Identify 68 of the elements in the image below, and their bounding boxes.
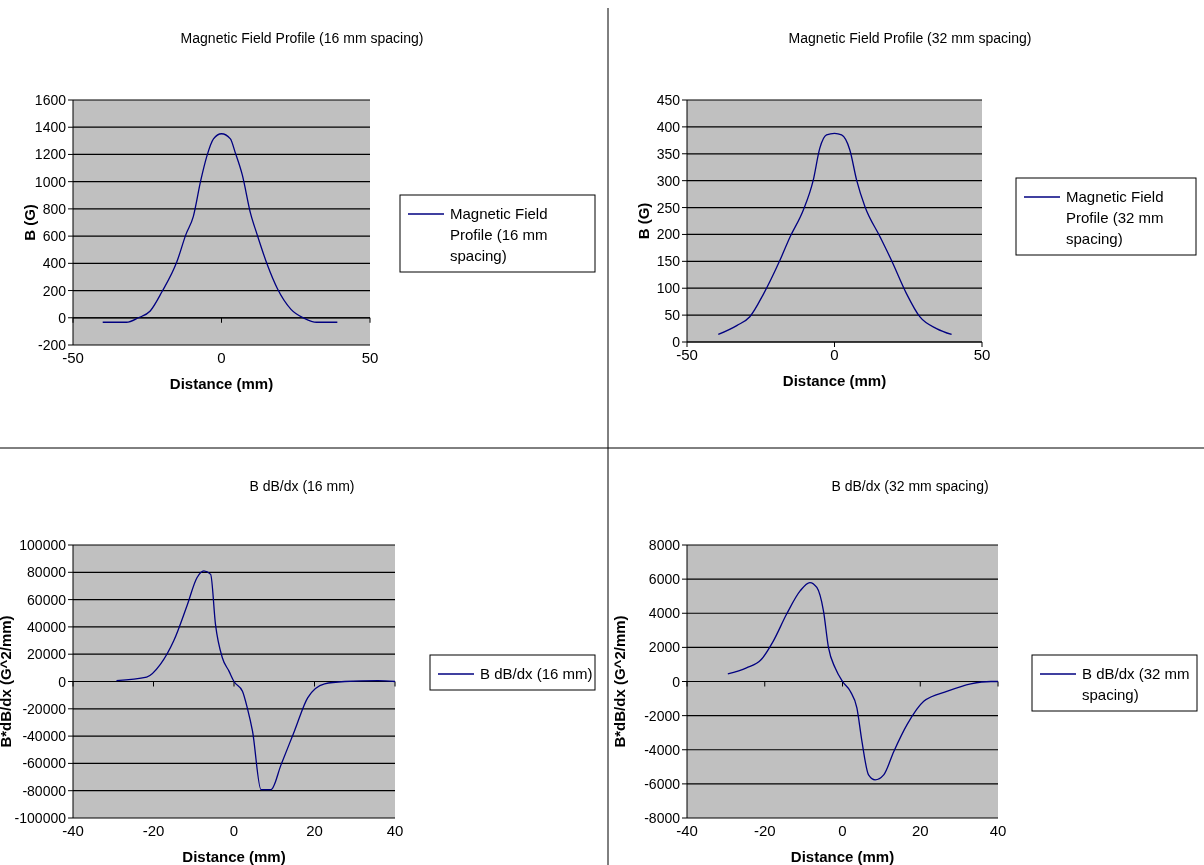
y-tick-label: 250	[656, 199, 681, 216]
x-tick-label: 50	[973, 346, 991, 363]
x-tick-label: -20	[753, 822, 776, 839]
y-tick-label: 350	[656, 145, 681, 162]
x-tick-label: 0	[229, 822, 239, 839]
y-tick-label: 6000	[648, 571, 681, 588]
y-tick-label: 8000	[648, 537, 681, 553]
y-tick-label: 4000	[648, 605, 681, 622]
y-tick-label: 100	[656, 280, 681, 297]
y-tick-label: 1400	[34, 119, 67, 136]
y-tick-label: 400	[656, 118, 681, 135]
legend-label: Magnetic Field Profile (32 mm spacing)	[1066, 188, 1164, 247]
y-tick-label: 2000	[648, 639, 681, 656]
x-tick-label: 0	[217, 349, 226, 366]
x-tick-label: -20	[142, 822, 165, 839]
y-tick-label: 0	[58, 673, 67, 690]
y-tick-label: 20000	[27, 646, 67, 663]
y-tick-label: -60000	[22, 755, 67, 772]
x-tick-label: 0	[838, 822, 847, 839]
y-tick-label: 0	[58, 309, 67, 326]
y-tick-label: -2000	[644, 707, 681, 724]
y-tick-label: 450	[656, 92, 681, 108]
x-axis-title: Distance (mm)	[182, 848, 286, 865]
line-series	[727, 581, 999, 781]
y-tick-label: -80000	[22, 782, 67, 799]
y-tick-label: 200	[42, 282, 67, 299]
y-tick-label: 150	[656, 253, 681, 270]
y-tick-label: 300	[656, 172, 681, 189]
x-tick-label: 50	[361, 349, 379, 366]
y-tick-label: 800	[42, 200, 67, 217]
y-tick-label: 100000	[19, 537, 67, 553]
x-tick-label: 40	[989, 822, 1007, 839]
x-tick-label: 40	[386, 822, 404, 839]
y-tick-label: 60000	[27, 591, 67, 608]
y-tick-label: 0	[672, 673, 681, 690]
legend-label: B dB/dx (16 mm)	[480, 665, 593, 682]
chart-title: B dB/dx (32 mm spacing)	[831, 478, 989, 494]
y-tick-label: 1600	[34, 92, 67, 108]
legend-label: B dB/dx (32 mm spacing)	[1082, 665, 1190, 703]
y-tick-label: 40000	[27, 618, 67, 635]
y-tick-label: 1200	[34, 146, 67, 163]
chart-title: B dB/dx (16 mm)	[249, 478, 355, 494]
y-axis-title: B*dB/dx (G^2/mm)	[611, 615, 628, 748]
x-tick-label: 20	[306, 822, 323, 839]
chart-title: Magnetic Field Profile (16 mm spacing)	[180, 30, 424, 46]
y-tick-label: 200	[656, 226, 681, 243]
y-axis-title: B (G)	[21, 204, 38, 241]
chart-title: Magnetic Field Profile (32 mm spacing)	[788, 30, 1032, 46]
line-series	[115, 570, 396, 791]
y-tick-label: -40000	[22, 728, 67, 745]
y-tick-label: -4000	[644, 741, 681, 758]
x-axis-title: Distance (mm)	[782, 372, 887, 389]
y-tick-label: -20000	[22, 700, 67, 717]
y-tick-label: 400	[42, 255, 67, 272]
line-series	[717, 132, 953, 336]
x-tick-label: 0	[830, 346, 839, 363]
y-tick-label: -6000	[644, 775, 681, 792]
y-axis-title: B (G)	[635, 202, 652, 240]
y-tick-label: 50	[664, 307, 681, 324]
y-tick-label: 1000	[34, 173, 67, 190]
x-axis-title: Distance (mm)	[169, 375, 274, 392]
x-axis-title: Distance (mm)	[790, 848, 895, 865]
x-tick-label: 20	[911, 822, 929, 839]
legend-label: Magnetic Field Profile (16 mm spacing)	[450, 205, 548, 264]
line-series	[102, 133, 338, 323]
y-tick-label: 600	[42, 228, 67, 245]
y-axis-title: B*dB/dx (G^2/mm)	[0, 615, 14, 748]
y-tick-label: 80000	[27, 564, 67, 581]
